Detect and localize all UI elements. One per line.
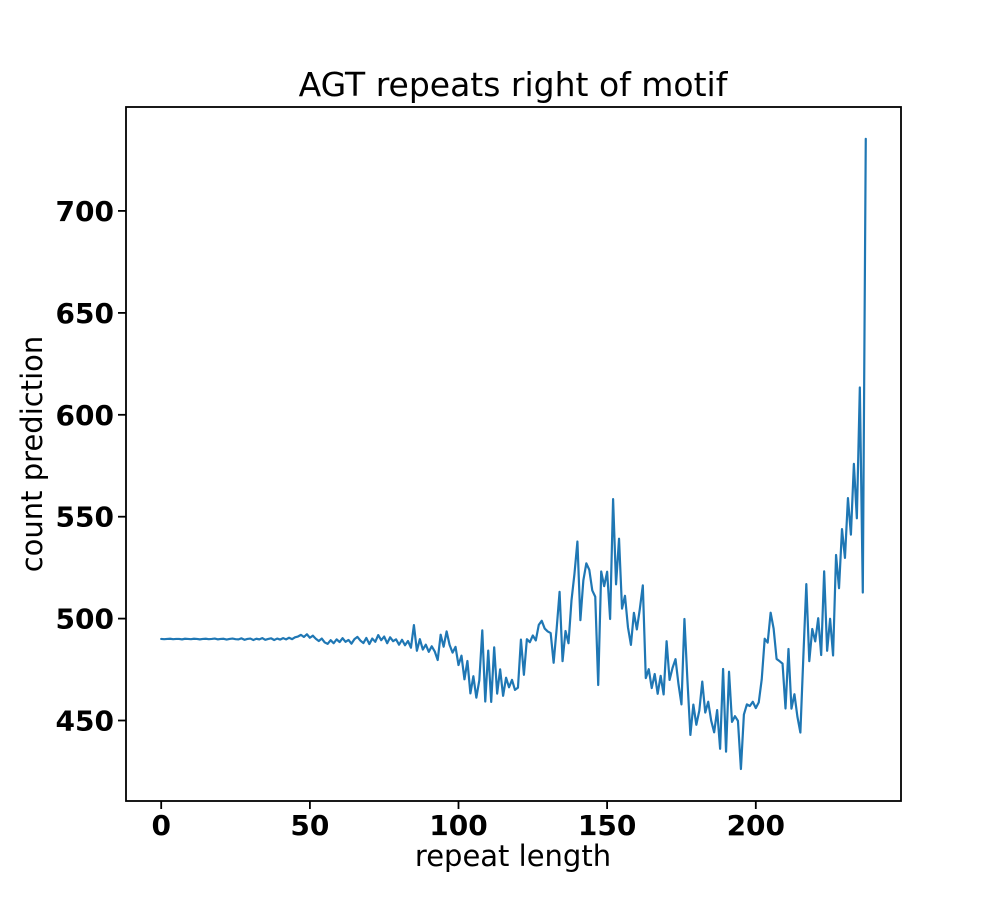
y-tick-label: 550 [56, 501, 114, 534]
x-tick-label: 150 [578, 809, 636, 842]
x-tick-label: 0 [151, 809, 170, 842]
x-axis-label: repeat length [415, 839, 611, 873]
x-tick-label: 200 [727, 809, 785, 842]
y-tick-label: 650 [56, 297, 114, 330]
y-tick-label: 500 [56, 603, 114, 636]
x-tick-label: 50 [290, 809, 329, 842]
plot-area [125, 106, 902, 802]
y-tick-label: 600 [56, 399, 114, 432]
chart-title: AGT repeats right of motif [299, 65, 729, 104]
x-tick-label: 100 [429, 809, 487, 842]
x-axis-ticks: 0 50 100 150 200 [151, 801, 785, 842]
y-axis-label: count prediction [15, 336, 49, 573]
data-line [160, 137, 867, 771]
y-tick-label: 700 [56, 195, 114, 228]
data-series [160, 137, 867, 771]
y-tick-label: 450 [56, 705, 114, 738]
y-axis-ticks: 450 500 550 600 650 700 [56, 195, 126, 738]
